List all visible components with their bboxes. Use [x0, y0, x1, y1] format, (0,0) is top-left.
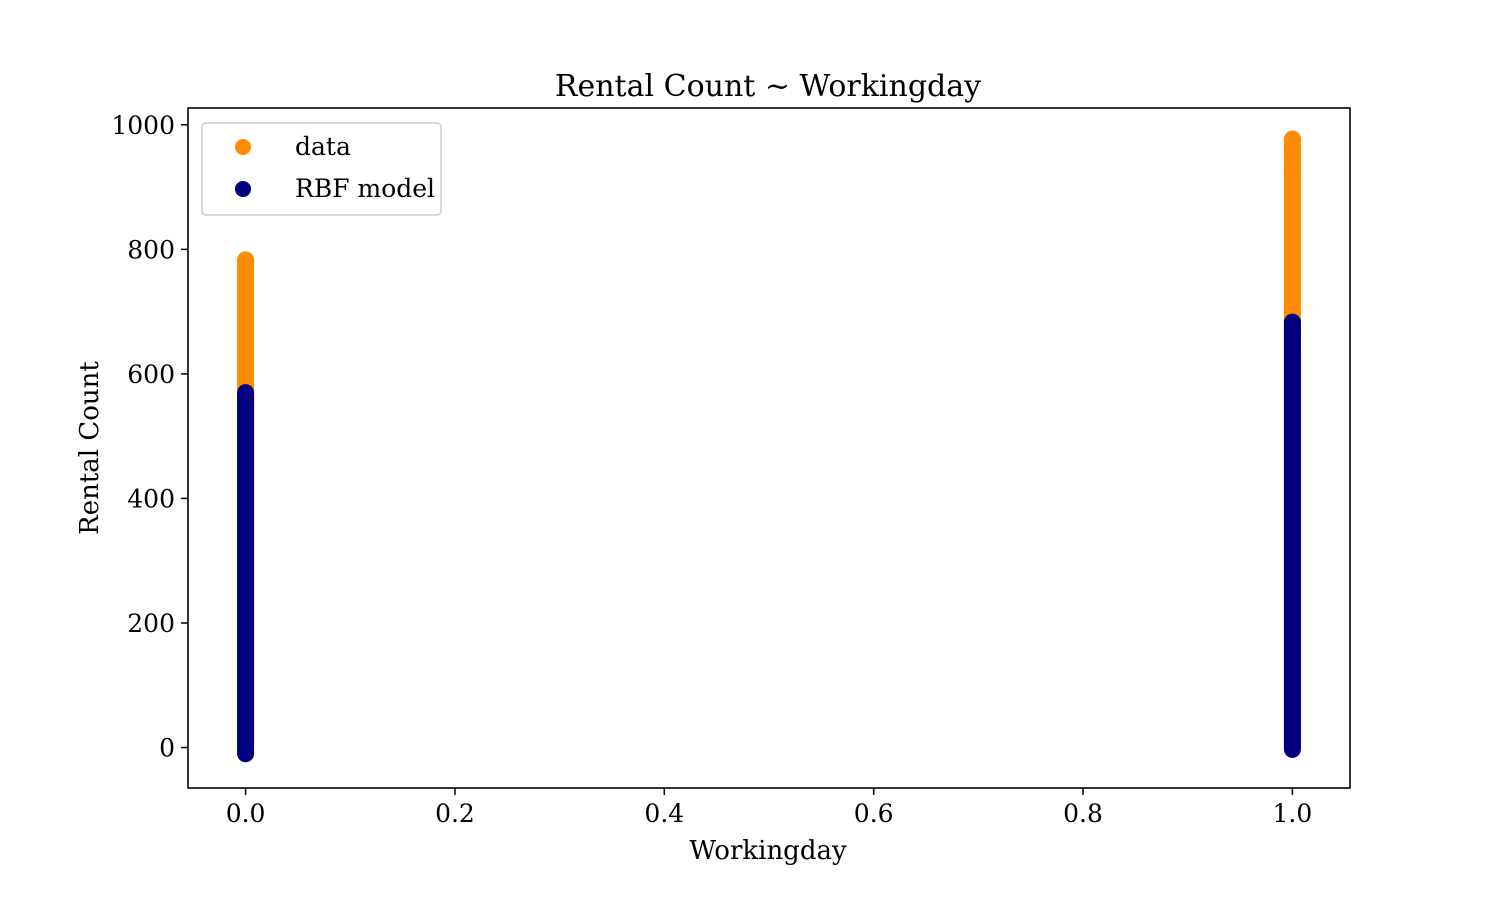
x-tick-label: 0.4 [644, 799, 684, 828]
x-tick-label: 0.2 [435, 799, 475, 828]
x-tick-label: 0.0 [226, 799, 266, 828]
x-tick-label: 0.8 [1063, 799, 1103, 828]
legend-label-rbf-model: RBF model [295, 174, 435, 203]
y-tick-label: 200 [127, 609, 175, 638]
legend-marker-data [235, 139, 251, 155]
y-axis-label: Rental Count [75, 361, 105, 535]
x-tick-label: 0.6 [854, 799, 894, 828]
data-point [237, 251, 255, 269]
data-point [237, 275, 255, 293]
y-axis: 0 200 400 600 800 1000 [111, 111, 188, 763]
rbf-model-points-x0 [237, 384, 255, 763]
rbf-model-point [1283, 335, 1301, 353]
x-axis-label: Workingday [689, 836, 847, 866]
y-tick-label: 800 [127, 235, 175, 264]
legend-box [201, 122, 442, 216]
legend-label-data: data [295, 132, 351, 161]
data-point [1283, 163, 1301, 181]
y-tick-label: 1000 [111, 111, 175, 140]
y-tick-label: 600 [127, 360, 175, 389]
legend: data RBF model [201, 122, 442, 216]
y-tick-label: 0 [159, 734, 175, 763]
data-marks [237, 130, 1301, 763]
chart-title: Rental Count ~ Workingday [555, 69, 981, 104]
x-axis: 0.0 0.2 0.4 0.6 0.8 1.0 [226, 788, 1313, 828]
plot-frame [187, 107, 1351, 789]
x-tick-label: 1.0 [1273, 799, 1313, 828]
data-point [1283, 150, 1301, 168]
rbf-model-points-x1 [1283, 313, 1301, 758]
y-tick-label: 400 [127, 484, 175, 513]
legend-marker-rbf-model [235, 181, 251, 197]
